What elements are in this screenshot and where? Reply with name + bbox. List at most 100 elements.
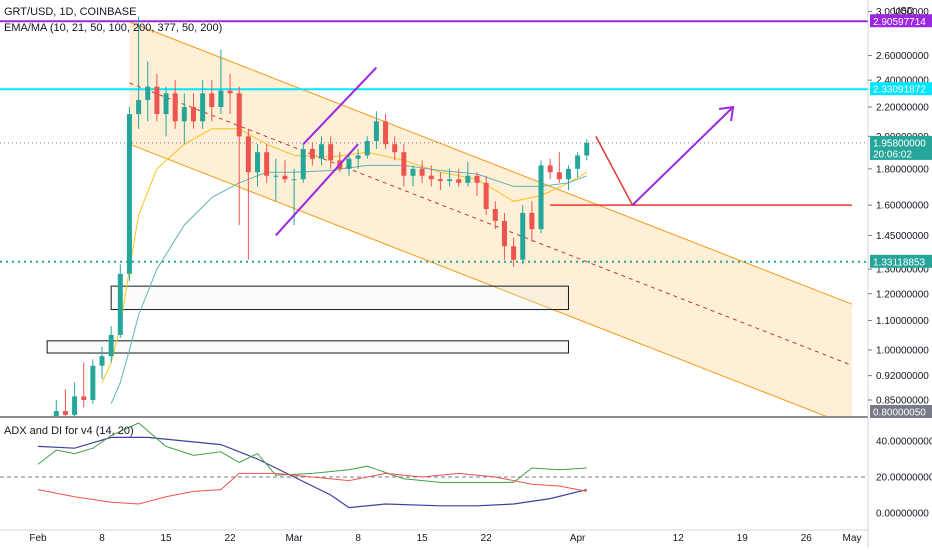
currency-label: USD bbox=[893, 6, 914, 17]
candle-body bbox=[300, 148, 306, 180]
candle bbox=[501, 212, 507, 260]
price-tick-label: 1.20000000 bbox=[876, 289, 929, 300]
price-tick-label: 2.60000000 bbox=[876, 51, 929, 62]
candle-body bbox=[328, 144, 334, 161]
candle bbox=[373, 111, 379, 149]
candle bbox=[136, 16, 142, 129]
candle-body bbox=[245, 136, 251, 173]
price-tag-label: 0.80000050 bbox=[873, 408, 926, 419]
candle-body bbox=[556, 172, 562, 180]
time-tick-label: 15 bbox=[160, 533, 172, 544]
indicator-tick-label: 20.00000000 bbox=[876, 473, 932, 484]
candle bbox=[346, 155, 352, 176]
candle bbox=[209, 80, 215, 122]
candle bbox=[227, 73, 233, 115]
candle bbox=[364, 136, 370, 159]
indicator-tick-label: 40.00000000 bbox=[876, 437, 932, 448]
candle-body bbox=[565, 168, 571, 180]
candle bbox=[392, 136, 398, 161]
indicator-tick-label: 0.00000000 bbox=[876, 509, 929, 520]
candle-body bbox=[117, 273, 123, 335]
di-plus-line bbox=[37, 422, 587, 483]
candle-body bbox=[401, 152, 407, 176]
candle-body bbox=[428, 175, 434, 180]
channel-mid-line bbox=[129, 82, 853, 366]
candle bbox=[300, 144, 306, 183]
price-tick-label: 0.85000000 bbox=[876, 396, 929, 407]
candle-body bbox=[392, 144, 398, 153]
candle-body bbox=[447, 179, 453, 182]
candle-body bbox=[264, 152, 270, 176]
candle-body bbox=[145, 86, 151, 101]
time-tick-label: 22 bbox=[481, 533, 493, 544]
candle bbox=[309, 142, 315, 166]
candle-body bbox=[364, 141, 370, 156]
candle bbox=[474, 172, 480, 196]
candle bbox=[218, 49, 224, 115]
candle-body bbox=[172, 93, 178, 122]
candle bbox=[383, 114, 389, 149]
channel-fill bbox=[129, 21, 852, 416]
candle bbox=[465, 162, 471, 187]
flag-line-1 bbox=[302, 66, 378, 145]
projection-arrow-head bbox=[718, 105, 735, 122]
candle bbox=[90, 359, 96, 404]
candle bbox=[273, 158, 279, 202]
candle bbox=[456, 168, 462, 187]
candle bbox=[511, 237, 517, 267]
candle-body bbox=[501, 220, 507, 247]
candle bbox=[236, 86, 242, 226]
candle bbox=[200, 80, 206, 129]
candle-body bbox=[190, 107, 196, 122]
candle bbox=[355, 148, 361, 169]
di-minus-line bbox=[37, 472, 587, 505]
candle-body bbox=[62, 411, 68, 415]
candle-body bbox=[291, 179, 297, 181]
candle-body bbox=[273, 175, 279, 177]
price-tick-label: 1.30000000 bbox=[876, 265, 929, 276]
candle bbox=[145, 61, 151, 122]
candle bbox=[328, 136, 334, 169]
candle-body bbox=[373, 121, 379, 142]
price-tick-label: 1.80000000 bbox=[876, 164, 929, 175]
candle-body bbox=[483, 182, 489, 209]
candle-body bbox=[346, 158, 352, 169]
price-tick-label: 2.20000000 bbox=[876, 103, 929, 114]
candle bbox=[53, 400, 59, 416]
candle-body bbox=[136, 100, 142, 115]
price-tick-label: 0.92000000 bbox=[876, 371, 929, 382]
candle-body bbox=[200, 93, 206, 122]
candle bbox=[108, 326, 114, 363]
candle-body bbox=[456, 179, 462, 183]
candle bbox=[72, 382, 78, 416]
price-tag-4 bbox=[870, 405, 932, 418]
candle bbox=[556, 152, 562, 183]
candle-body bbox=[547, 165, 553, 173]
candle bbox=[437, 172, 443, 191]
candle bbox=[154, 73, 160, 122]
price-tag-0 bbox=[870, 14, 932, 28]
candle-body bbox=[575, 155, 581, 169]
candle-body bbox=[236, 93, 242, 137]
candle bbox=[319, 136, 325, 166]
main-pane bbox=[0, 16, 868, 416]
candle bbox=[264, 144, 270, 183]
price-tag-3 bbox=[870, 254, 932, 268]
candle bbox=[584, 139, 590, 161]
projection-purple-arrow bbox=[631, 106, 734, 206]
candle-body bbox=[538, 165, 544, 230]
candle-body bbox=[227, 90, 233, 94]
projection-red-line bbox=[595, 136, 634, 206]
candle-body bbox=[282, 175, 288, 180]
price-tag-label: 1.95800000 bbox=[873, 138, 926, 149]
candle bbox=[401, 144, 407, 187]
candle bbox=[547, 158, 553, 180]
time-tick-label: Mar bbox=[285, 533, 303, 544]
candle-body bbox=[72, 396, 78, 415]
price-tag-1 bbox=[870, 82, 932, 96]
time-tick-label: Feb bbox=[29, 533, 47, 544]
indicator-pane bbox=[37, 422, 587, 509]
candle bbox=[520, 205, 526, 265]
candle bbox=[410, 165, 416, 187]
